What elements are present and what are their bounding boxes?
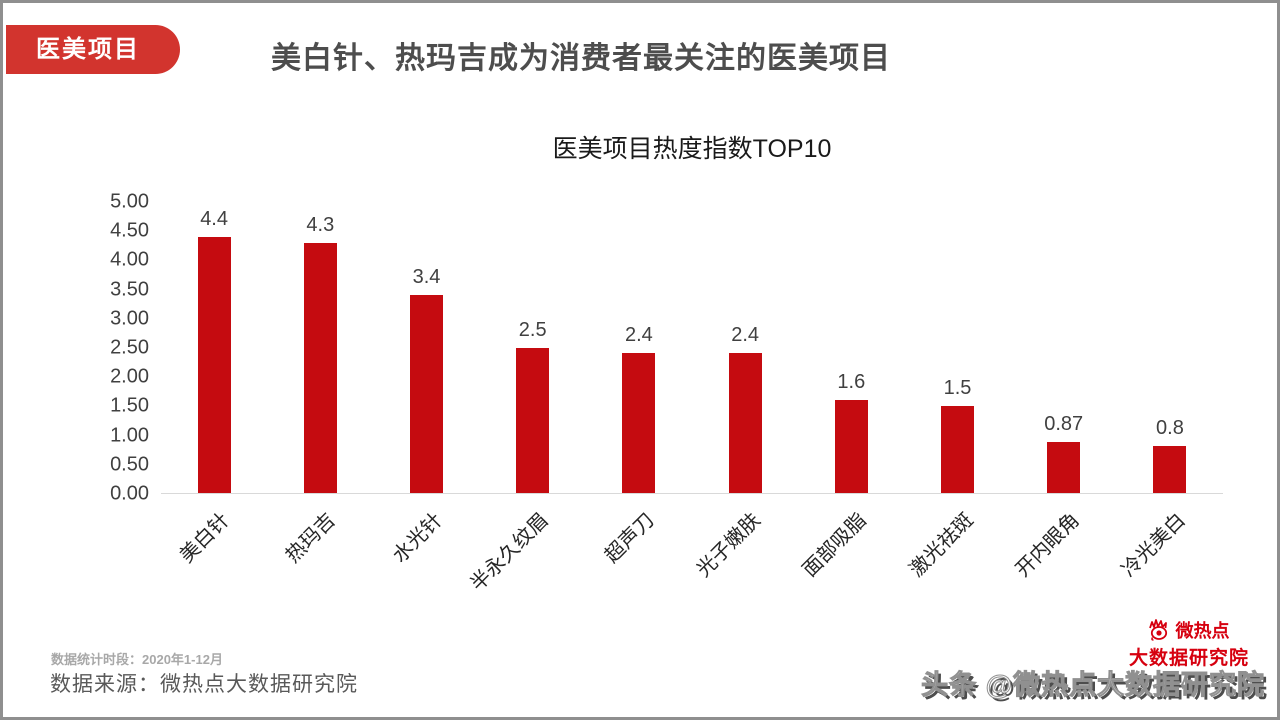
y-tick-label: 0.50 bbox=[110, 453, 149, 476]
brand-logo-name: 微热点 bbox=[1175, 621, 1230, 641]
bar-value-label: 2.4 bbox=[731, 324, 760, 347]
y-axis: 5.00 4.50 4.00 3.50 3.00 2.50 2.00 1.50 1.00 0.50… bbox=[3, 191, 149, 505]
bar-value-label: 2.4 bbox=[625, 324, 653, 347]
data-period-label: 数据统计时段：2020年1-12月 bbox=[51, 652, 223, 667]
bar-slot: 2.4 超声刀 bbox=[586, 202, 692, 567]
bar-value-label: 0.87 bbox=[1044, 413, 1084, 436]
bar-slot: 2.4 光子嫩肤 bbox=[692, 202, 798, 581]
bar bbox=[622, 353, 656, 493]
x-category-label: 热玛吉 bbox=[282, 509, 341, 568]
x-category-label: 冷光美白 bbox=[1117, 509, 1190, 582]
bar-value-label: 3.4 bbox=[412, 266, 441, 289]
bar-value-label: 0.8 bbox=[1156, 417, 1184, 440]
bar-slot: 3.4 水光针 bbox=[373, 202, 479, 567]
bars: 4.4 美白针 4.3 热玛吉 3.4 水光针 2.5 半永久纹眉 2.4 超声刀 2.4 光子嫩肤 1… bbox=[161, 202, 1223, 596]
x-category-label: 开内眼角 bbox=[1011, 509, 1084, 582]
bar bbox=[941, 405, 975, 493]
x-category-label: 半永久纹眉 bbox=[466, 509, 553, 596]
y-tick-label: 3.00 bbox=[110, 307, 149, 330]
bar-value-label: 4.4 bbox=[200, 207, 228, 230]
bar-value-label: 1.6 bbox=[837, 370, 866, 393]
x-category-label: 水光针 bbox=[388, 509, 447, 568]
y-tick-label: 1.50 bbox=[110, 394, 149, 417]
bar-value-label: 4.3 bbox=[306, 213, 335, 236]
brand-logo: 微热点 大数据研究院 bbox=[1129, 617, 1249, 670]
chart-title: 医美项目热度指数TOP10 bbox=[552, 135, 832, 163]
brand-logo-line1: 微热点 bbox=[1129, 617, 1249, 643]
bar bbox=[728, 353, 762, 493]
x-category-label: 面部吸脂 bbox=[799, 509, 872, 582]
x-category-label: 光子嫩肤 bbox=[692, 509, 765, 582]
bar-slot: 1.6 面部吸脂 bbox=[798, 202, 904, 581]
y-tick-label: 3.50 bbox=[110, 278, 149, 301]
y-tick-label: 2.00 bbox=[110, 365, 149, 388]
y-tick-label: 4.50 bbox=[110, 219, 149, 242]
y-tick-label: 4.00 bbox=[110, 248, 149, 271]
x-category-label: 美白针 bbox=[175, 509, 234, 568]
page-title: 美白针、热玛吉成为消费者最关注的医美项目 bbox=[271, 42, 891, 75]
bar bbox=[1153, 446, 1187, 493]
bar bbox=[303, 242, 337, 493]
bar-slot: 4.3 热玛吉 bbox=[267, 202, 373, 567]
bar-value-label: 2.5 bbox=[518, 318, 547, 341]
watermark-text: 头条 @微热点大数据研究院 bbox=[921, 670, 1265, 701]
bar-slot: 1.5 激光祛斑 bbox=[904, 202, 1010, 582]
data-source-label: 数据来源：微热点大数据研究院 bbox=[50, 673, 358, 696]
bar-slot: 4.4 美白针 bbox=[161, 202, 267, 567]
weibo-eye-icon bbox=[1149, 619, 1168, 641]
bar-slot: 0.8 冷光美白 bbox=[1117, 202, 1223, 581]
brand-logo-subname: 大数据研究院 bbox=[1128, 648, 1249, 669]
bar-value-label: 1.5 bbox=[943, 376, 972, 399]
bar bbox=[1047, 442, 1081, 493]
x-category-label: 激光祛斑 bbox=[905, 509, 978, 582]
y-tick-label: 2.50 bbox=[110, 336, 149, 359]
bar bbox=[516, 347, 550, 493]
y-tick-label: 0.00 bbox=[110, 482, 149, 505]
section-badge: 医美项目 bbox=[6, 25, 180, 74]
y-tick-label: 1.00 bbox=[110, 424, 149, 447]
bar bbox=[410, 295, 443, 493]
bar-slot: 0.87 开内眼角 bbox=[1011, 202, 1117, 581]
bar-slot: 2.5 半永久纹眉 bbox=[466, 202, 586, 596]
bar bbox=[197, 236, 231, 493]
x-category-label: 超声刀 bbox=[600, 509, 659, 568]
bar bbox=[834, 399, 868, 493]
y-tick-label: 5.00 bbox=[110, 190, 149, 213]
